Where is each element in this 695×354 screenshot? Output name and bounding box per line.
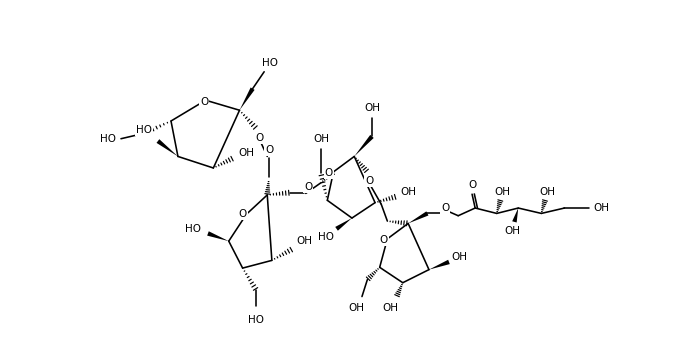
Text: OH: OH xyxy=(452,252,468,262)
Text: HO: HO xyxy=(185,224,201,234)
Text: HO: HO xyxy=(261,57,277,68)
Text: OH: OH xyxy=(364,103,380,113)
Polygon shape xyxy=(335,218,352,231)
Text: OH: OH xyxy=(238,148,254,158)
Text: OH: OH xyxy=(400,187,416,197)
Text: O: O xyxy=(366,176,374,186)
Polygon shape xyxy=(240,87,254,110)
Polygon shape xyxy=(354,135,374,156)
Polygon shape xyxy=(156,139,178,156)
Polygon shape xyxy=(429,260,450,270)
Polygon shape xyxy=(512,208,518,223)
Text: O: O xyxy=(325,169,333,178)
Text: OH: OH xyxy=(539,187,555,197)
Text: O: O xyxy=(441,203,449,213)
Text: OH: OH xyxy=(382,303,398,313)
Text: OH: OH xyxy=(313,134,329,144)
Polygon shape xyxy=(207,231,229,241)
Text: HO: HO xyxy=(249,315,265,325)
Text: HO: HO xyxy=(100,134,116,144)
Text: OH: OH xyxy=(594,203,610,213)
Text: O: O xyxy=(256,133,263,143)
Text: O: O xyxy=(238,209,247,219)
Text: O: O xyxy=(200,97,208,107)
Text: OH: OH xyxy=(349,303,365,313)
Text: O: O xyxy=(468,179,476,189)
Text: O: O xyxy=(379,235,388,245)
Text: O: O xyxy=(304,182,312,192)
Text: OH: OH xyxy=(296,236,312,246)
Text: HO: HO xyxy=(136,125,152,135)
Text: OH: OH xyxy=(495,187,511,197)
Polygon shape xyxy=(408,211,429,223)
Text: HO: HO xyxy=(318,232,334,241)
Text: O: O xyxy=(265,145,274,155)
Text: OH: OH xyxy=(504,226,520,236)
